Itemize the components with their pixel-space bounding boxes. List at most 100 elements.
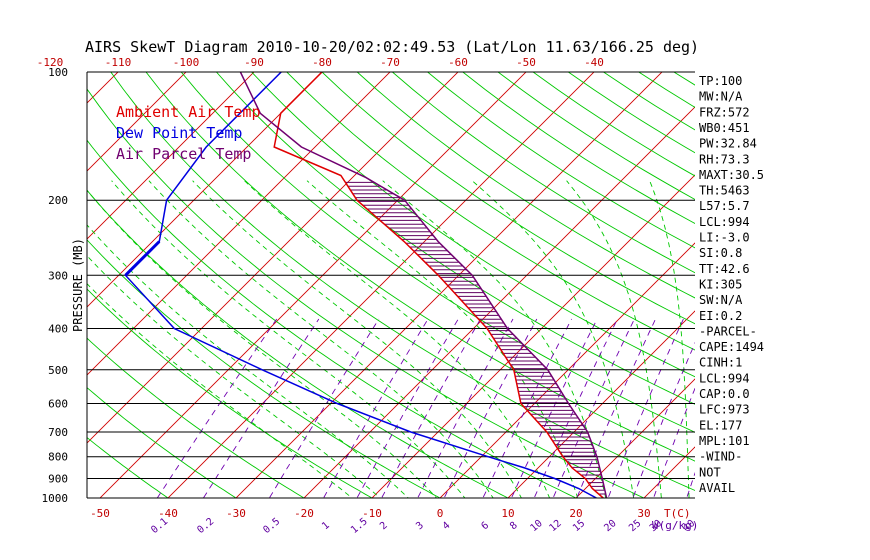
index-line: CAPE:1494 — [699, 340, 764, 354]
mixing-ratio-line — [607, 318, 684, 498]
index-line: LCL:994 — [699, 215, 750, 229]
index-line: SW:N/A — [699, 293, 743, 307]
dry-adiabat-line — [87, 337, 305, 498]
bottom-temp-tick-label: 20 — [569, 507, 582, 520]
mixing-ratio-line — [576, 318, 656, 498]
x-axis-label: T(C) — [664, 507, 691, 520]
mixing-ratio-line — [417, 318, 514, 498]
top-temp-tick-label: -60 — [448, 56, 468, 69]
mixing-ratio-tick-label: 0.2 — [195, 516, 216, 536]
pressure-tick-label: 200 — [48, 194, 68, 207]
mixing-ratio-tick-label: 12 — [547, 518, 563, 534]
index-line: -PARCEL- — [699, 324, 757, 338]
dry-adiabat-line — [87, 288, 373, 498]
moist-adiabat-line — [382, 180, 607, 498]
mixing-ratio-line — [322, 318, 429, 498]
index-line: KI:305 — [699, 277, 742, 291]
index-line: SI:0.8 — [699, 246, 742, 260]
isotherm-line — [439, 242, 695, 498]
index-line: RH:73.3 — [699, 152, 750, 166]
mixing-ratio-tick-label: 10 — [528, 518, 544, 534]
top-temp-tick-label: -40 — [584, 56, 604, 69]
mixing-ratio-line — [632, 341, 695, 498]
pressure-tick-label: 900 — [48, 473, 68, 486]
index-line: CINH:1 — [699, 356, 742, 370]
cape-hatch-layer — [345, 181, 606, 495]
moist-adiabat-line — [87, 283, 353, 498]
moist-adiabat-line — [148, 180, 494, 498]
dry-adiabat-line — [87, 189, 510, 498]
moist-adiabat-line — [471, 180, 635, 498]
chart-title: AIRS SkewT Diagram 2010-10-20/02:02:49.5… — [85, 38, 699, 56]
dry-adiabat-line — [286, 72, 695, 351]
moist-adiabat-line — [649, 180, 690, 498]
legend-entry: Air Parcel Temp — [116, 145, 251, 163]
mixing-ratio-tick-label: 8 — [508, 520, 520, 532]
mixing-ratio-line — [268, 318, 380, 498]
dry-adiabat-line — [250, 72, 695, 378]
dry-adiabat-line — [87, 387, 237, 498]
moist-adiabat-line — [111, 180, 466, 498]
ambient-temp-line — [273, 72, 604, 498]
isotherm-line — [99, 72, 527, 498]
index-line: TH:5463 — [699, 184, 750, 198]
top-temp-tick-label: -110 — [105, 56, 132, 69]
bottom-temp-tick-label: 30 — [637, 507, 650, 520]
mixing-ratio-line — [356, 318, 459, 498]
mixing-ratio-tick-label: 3 — [414, 520, 426, 532]
dry-adiabat-line — [110, 72, 695, 491]
index-line: MPL:101 — [699, 434, 750, 448]
mixing-ratio-tick-label: 1 — [320, 520, 332, 532]
mixing-ratio-tick-label: 2 — [378, 520, 390, 532]
mixing-ratio-axis-label: W(g/kg) — [652, 519, 698, 532]
moist-adiabat-line — [87, 189, 438, 498]
index-line: WB0:451 — [699, 121, 750, 135]
top-temp-tick-label: -100 — [173, 56, 200, 69]
mixing-ratio-tick-label: 0.5 — [261, 516, 282, 536]
pressure-tick-label: 300 — [48, 269, 68, 282]
moist-adiabat-line — [87, 255, 381, 498]
mixing-ratio-line — [482, 318, 572, 498]
moist-adiabat-line — [306, 180, 579, 498]
isotherm-line — [507, 310, 695, 498]
index-line: TT:42.6 — [699, 262, 750, 276]
isotherm-line — [87, 72, 187, 172]
legend: Ambient Air Temp Dew Point Temp Air Parcel… — [116, 103, 261, 163]
pressure-tick-label: 500 — [48, 364, 68, 377]
moist-adiabat-line — [244, 180, 551, 498]
mixing-ratio-tick-label: 6 — [479, 520, 491, 532]
dewpoint-line — [124, 72, 597, 498]
pressure-tick-label: 700 — [48, 426, 68, 439]
dry-adiabat-line — [87, 88, 646, 498]
index-line: LCL:994 — [699, 371, 750, 385]
dewpoint-dry-segment — [124, 240, 161, 277]
top-temp-tick-label: -90 — [244, 56, 264, 69]
index-line: TP:100 — [699, 74, 742, 88]
mixing-ratio-line — [533, 318, 618, 498]
dry-adiabat-line — [391, 72, 695, 274]
index-line: FRZ:572 — [699, 105, 750, 119]
dry-adiabat-line — [356, 72, 695, 299]
series-layer — [124, 72, 608, 498]
dry-adiabat-line — [145, 72, 695, 462]
pressure-tick-label: 800 — [48, 451, 68, 464]
isotherm-line — [371, 174, 695, 498]
mixing-ratio-tick-label: 4 — [441, 520, 453, 532]
bottom-temp-tick-label: -40 — [158, 507, 178, 520]
mixing-ratio-line — [156, 318, 278, 498]
top-temp-tick-label: -80 — [312, 56, 332, 69]
mixing-ratio-tick-label: 20 — [602, 518, 618, 534]
bottom-temp-tick-label: -30 — [226, 507, 246, 520]
index-line: -WIND- — [699, 450, 742, 464]
pressure-tick-label: 400 — [48, 323, 68, 336]
mixing-ratio-tick-label: 15 — [571, 518, 587, 534]
pressure-tick-label: 600 — [48, 398, 68, 411]
mixing-ratio-line — [653, 387, 695, 498]
index-line: EI:0.2 — [699, 309, 742, 323]
mixing-ratio-line — [381, 318, 481, 498]
index-line: LFC:973 — [699, 403, 750, 417]
grid-layer — [87, 72, 695, 498]
legend-entry: Dew Point Temp — [116, 124, 242, 142]
